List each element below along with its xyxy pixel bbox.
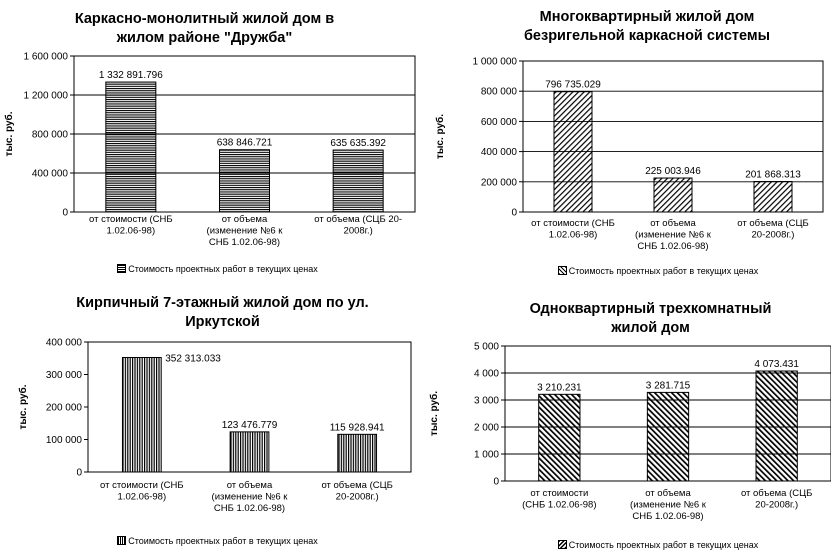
chart-title-line-1: Многоквартирный жилой дом	[539, 9, 755, 25]
y-tick-label: 3 000	[474, 396, 499, 407]
y-tick-label: 200 000	[481, 177, 518, 188]
data-label: 352 313.033	[165, 353, 221, 364]
data-label: 115 928.941	[330, 422, 385, 433]
y-tick-label: 300 000	[46, 370, 83, 381]
category-label: от объема (СЦБ 20-2008г.)	[741, 488, 812, 511]
chart-plot: 0 200 000 400 000 600 000 800 000 1 000 000 ты…	[434, 57, 824, 252]
chart-legend: Стоимость проектных работ в текущих цена…	[485, 540, 831, 551]
chart-panel-2: Многоквартирный жилой дом безригельной к…	[415, 0, 831, 290]
bar	[121, 356, 162, 473]
category-label: от стоимости (СНБ 1.02.06-98)	[89, 214, 173, 237]
y-tick-label: 1 600 000	[24, 52, 69, 63]
y-tick-label: 5 000	[474, 342, 499, 353]
y-tick-label: 2 000	[474, 423, 499, 434]
chart-plot: 0 1 000 2 000 3 000 4 000 5 000 тыс. руб. 3 210…	[428, 342, 831, 522]
category-label: от объема (СЦБ 20-2008г.)	[314, 214, 402, 237]
y-axis-label: тыс. руб.	[17, 384, 29, 429]
data-label: 3 210.231	[537, 382, 582, 393]
y-tick-label: 800 000	[32, 130, 69, 141]
bar	[105, 81, 157, 213]
bar	[538, 393, 581, 482]
chart-title-line-2: безригельной каркасной системы	[523, 28, 771, 44]
data-label: 635 635.392	[330, 138, 386, 149]
category-label: от объема (СЦБ 20-2008г.)	[321, 480, 392, 503]
legend-swatch	[117, 536, 127, 545]
chart-title: Одноквартирный трехкомнатный жилой дом	[470, 300, 831, 338]
chart-title: Кирпичный 7-этажный жилой дом по ул. Ирк…	[30, 294, 415, 332]
data-label: 225 003.946	[645, 166, 701, 177]
y-tick-label: 400 000	[32, 169, 69, 180]
chart-legend: Стоимость проектных работ в текущих цена…	[20, 264, 415, 275]
bar	[653, 177, 693, 213]
chart-title: Каркасно-монолитный жилой дом в жилом ра…	[22, 10, 387, 48]
y-tick-label: 4 000	[474, 369, 499, 380]
y-tick-label: 400 000	[481, 147, 518, 158]
legend-swatch	[117, 264, 127, 273]
y-tick-label: 200 000	[46, 403, 83, 414]
chart-title-line-2: Иркутской	[185, 314, 260, 330]
chart-panel-3: Кирпичный 7-этажный жилой дом по ул. Ирк…	[0, 290, 415, 552]
category-label: от объема (СЦБ 20-2008г.)	[737, 218, 808, 241]
data-label: 1 332 891.796	[99, 70, 163, 81]
y-tick-label: 400 000	[46, 338, 83, 349]
y-axis-label: тыс. руб.	[3, 111, 15, 156]
bar	[755, 370, 798, 482]
y-tick-label: 0	[76, 468, 82, 479]
chart-title-line-1: Одноквартирный трехкомнатный	[529, 301, 772, 317]
data-label: 123 476.779	[222, 420, 278, 431]
bar	[229, 431, 270, 473]
category-label: от стоимости (СНБ 1.02.06-98)	[531, 218, 615, 241]
chart-title-line-2: жилой дом	[611, 320, 690, 336]
chart-title-line-1: Каркасно-монолитный жилой дом в	[74, 11, 335, 27]
y-tick-label: 100 000	[46, 435, 83, 446]
y-tick-label: 1 200 000	[24, 91, 69, 102]
chart-title: Многоквартирный жилой дом безригельной к…	[463, 8, 831, 46]
chart-title-line-2: жилом районе "Дружба"	[116, 30, 293, 46]
data-label: 638 846.721	[217, 138, 273, 149]
y-tick-label: 1 000 000	[473, 57, 518, 68]
chart-legend: Стоимость проектных работ в текущих цена…	[20, 536, 415, 547]
bar	[753, 181, 793, 213]
y-tick-label: 1 000	[474, 450, 499, 461]
legend-label: Стоимость проектных работ в текущих цена…	[568, 266, 759, 276]
bar	[553, 91, 593, 213]
legend-label: Стоимость проектных работ в текущих цена…	[128, 536, 318, 546]
legend-label: Стоимость проектных работ в текущих цена…	[568, 540, 759, 550]
y-axis-label: тыс. руб.	[428, 391, 440, 436]
chart-title-line-1: Кирпичный 7-этажный жилой дом по ул.	[76, 295, 369, 311]
category-label: от объема (изменение №6 к СНБ 1.02.06-98)	[207, 214, 284, 248]
legend-swatch	[557, 540, 567, 549]
y-tick-label: 600 000	[481, 117, 518, 128]
y-tick-label: 0	[62, 208, 68, 219]
chart-plot: 0 400 000 800 000 1 200 000 1 600 000 тыс. ру…	[3, 52, 416, 248]
y-axis-label: тыс. руб.	[434, 114, 446, 159]
y-tick-label: 0	[493, 477, 499, 488]
y-tick-label: 0	[511, 208, 517, 219]
legend-label: Стоимость проектных работ в текущих цена…	[128, 264, 318, 274]
bar	[337, 433, 378, 473]
data-label: 796 735.029	[545, 80, 601, 91]
data-label: 4 073.431	[754, 359, 799, 370]
chart-legend: Стоимость проектных работ в текущих цена…	[485, 266, 831, 277]
data-label: 3 281.715	[646, 380, 691, 391]
category-label: от стоимости (СНБ 1.02.06-98)	[100, 480, 184, 503]
category-label: от объема (изменение №6 к СНБ 1.02.06-98)	[635, 218, 712, 252]
category-label: от объема (изменение №6 к СНБ 1.02.06-98)	[212, 480, 289, 514]
category-label: от объема (изменение №6 к СНБ 1.02.06-98)	[630, 488, 707, 522]
chart-panel-4: Одноквартирный трехкомнатный жилой дом 0…	[415, 290, 831, 552]
category-label: от стоимости (СНБ 1.02.06-98)	[522, 488, 596, 511]
chart-panel-1: Каркасно-монолитный жилой дом в жилом ра…	[0, 0, 416, 290]
bar	[646, 391, 690, 482]
y-tick-label: 800 000	[481, 87, 518, 98]
legend-swatch	[557, 266, 567, 275]
data-label: 201 868.313	[745, 170, 801, 181]
bar	[332, 149, 384, 213]
bar	[218, 149, 271, 213]
chart-plot: 0 100 000 200 000 300 000 400 000 тыс. руб. 35…	[17, 338, 412, 514]
